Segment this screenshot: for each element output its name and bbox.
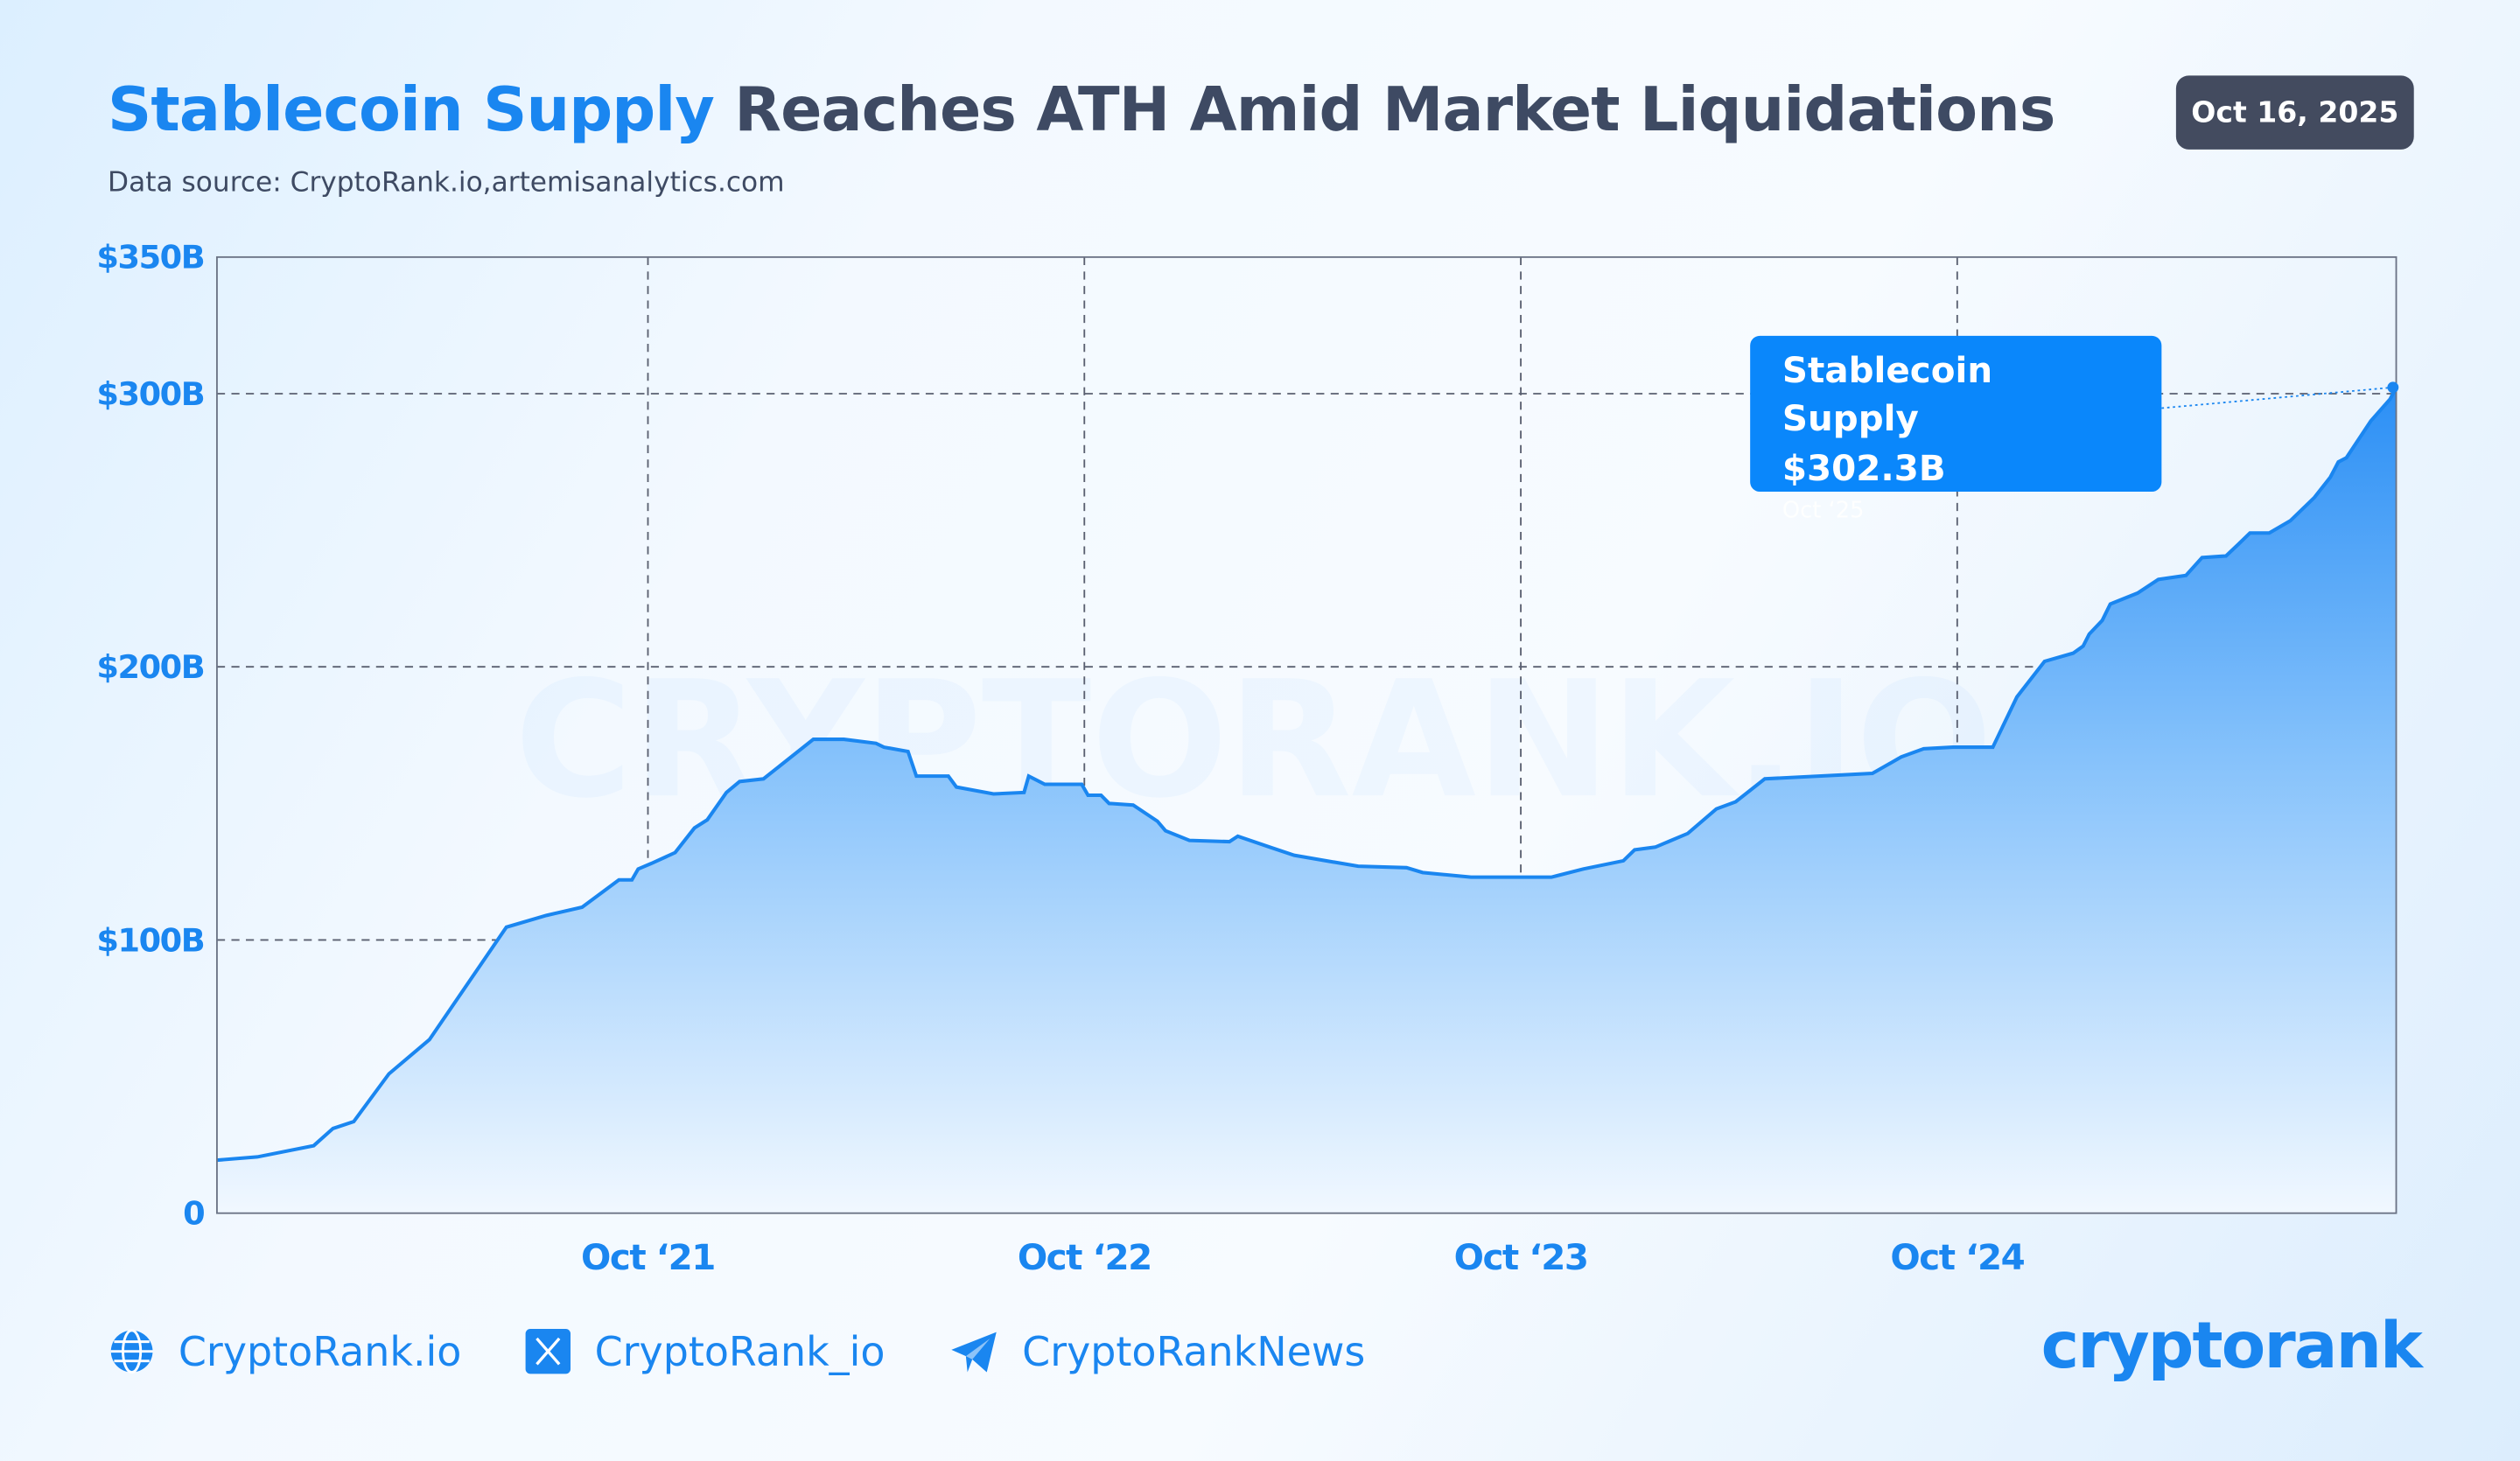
supply-area — [216, 387, 2397, 1213]
plot-frame — [216, 255, 2398, 1214]
y-tick-label: 0 — [183, 1195, 204, 1233]
tooltip-title: Stablecoin Supply — [1782, 352, 1993, 441]
x-icon — [525, 1328, 571, 1374]
y-tick-label: $200B — [96, 648, 204, 686]
x-tick-label: Oct ‘24 — [1890, 1236, 2024, 1278]
data-source: Data source: CryptoRank.io,artemisanalyt… — [108, 167, 785, 199]
supply-line — [216, 386, 2398, 1163]
website-label: CryptoRank.io — [178, 1328, 462, 1375]
x-handle-label: CryptoRank_io — [594, 1328, 886, 1375]
globe-icon — [110, 1329, 153, 1374]
y-tick-label: $300B — [96, 375, 204, 413]
cryptorank-logo: cryptorank — [2040, 1309, 2423, 1384]
page-title: Stablecoin Supply Reaches ATH Amid Marke… — [108, 73, 2055, 145]
value-tooltip: Stablecoin Supply $302.3B Oct ‘25 — [1750, 335, 2162, 524]
y-tick-label: $100B — [96, 921, 204, 959]
y-tick-label: $350B — [96, 239, 204, 276]
x-tick-label: Oct ‘22 — [1018, 1236, 1152, 1278]
tooltip-value: $302.3B — [1782, 450, 1946, 491]
title-rest: Reaches ATH Amid Market Liquidations — [713, 73, 2055, 145]
date-badge: Oct 16, 2025 — [2175, 75, 2414, 150]
footer-x-link[interactable]: CryptoRank_io — [524, 1327, 886, 1375]
x-tick-label: Oct ‘23 — [1454, 1236, 1588, 1278]
footer-website-link[interactable]: CryptoRank.io — [108, 1327, 461, 1375]
latest-data-point — [2387, 381, 2399, 394]
footer-telegram-link[interactable]: CryptoRankNews — [948, 1327, 1366, 1375]
title-highlight: Stablecoin Supply — [108, 73, 715, 145]
telegram-label: CryptoRankNews — [1022, 1328, 1366, 1375]
tooltip-leader-line — [2161, 386, 2393, 409]
telegram-icon — [951, 1332, 997, 1373]
x-tick-label: Oct ‘21 — [581, 1236, 715, 1278]
tooltip-date: Oct ‘25 — [1782, 498, 1865, 524]
